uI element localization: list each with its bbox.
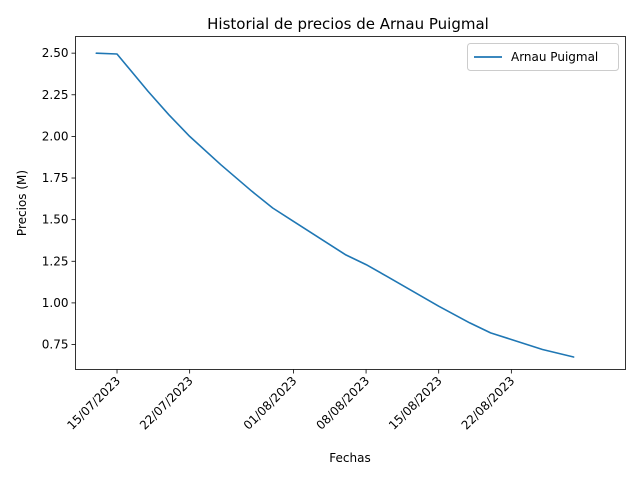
plot-area: [95, 52, 575, 358]
legend-label: Arnau Puigmal: [511, 50, 598, 64]
y-axis: 0.75 1.00 1.25 1.50 1.75 2.00 2.25 2.50: [42, 46, 76, 352]
y-tick-label: 1.75: [42, 171, 69, 185]
y-tick-label: 1.50: [42, 213, 69, 227]
y-tick-label: 1.25: [42, 254, 69, 268]
legend: Arnau Puigmal: [467, 43, 619, 71]
y-tick-label: 1.00: [42, 296, 69, 310]
y-axis-label: Precios (M): [15, 170, 29, 236]
y-tick-label: 0.75: [42, 338, 69, 352]
series-line-0: [95, 52, 575, 358]
x-axis-label: Fechas: [329, 451, 370, 465]
axes-frame: [75, 36, 626, 370]
y-tick-label: 2.00: [42, 129, 69, 143]
chart-title: Historial de precios de Arnau Puigmal: [207, 15, 489, 33]
y-tick-label: 2.25: [42, 88, 69, 102]
y-tick-label: 2.50: [42, 46, 69, 60]
legend-box: [467, 43, 619, 71]
